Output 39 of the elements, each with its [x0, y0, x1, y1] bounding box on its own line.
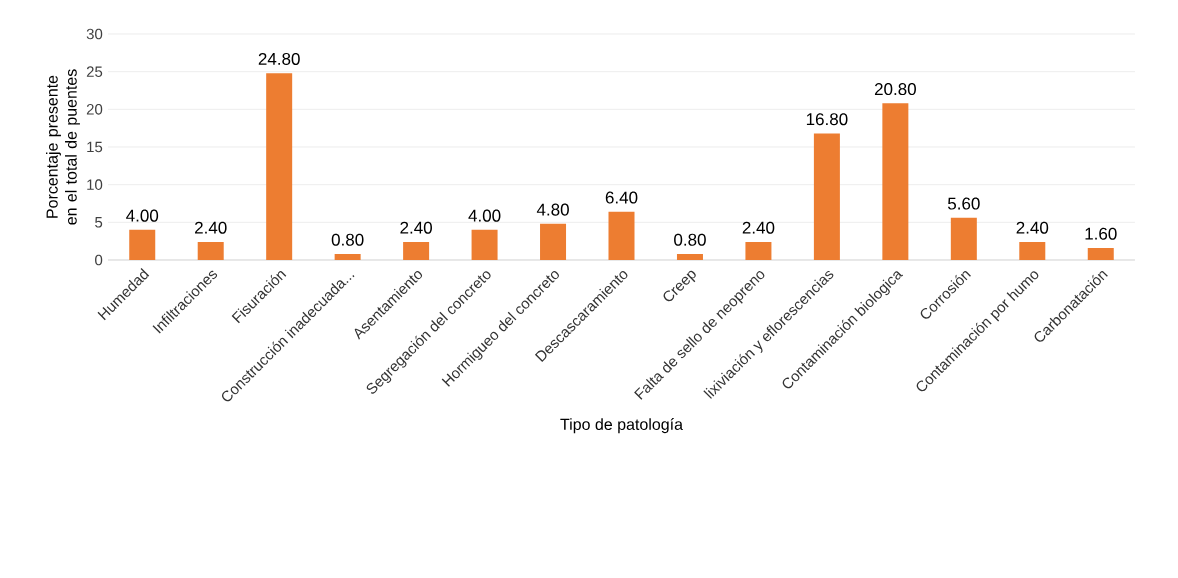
data-label: 20.80 [874, 83, 916, 96]
y-tick-label: 15 [87, 141, 103, 153]
data-label: 4.00 [126, 209, 159, 222]
y-tick-label: 5 [95, 217, 103, 228]
data-label: 0.80 [674, 233, 706, 246]
bar [676, 253, 703, 260]
bar [813, 133, 840, 260]
y-tick-label: 10 [87, 179, 103, 190]
data-label: 5.60 [947, 197, 980, 210]
y-tick-label: 25 [86, 66, 103, 77]
bar [608, 211, 635, 260]
x-axis-title: Tipo de patología [560, 418, 683, 434]
data-label: 2.40 [400, 221, 432, 234]
bar [1019, 241, 1046, 260]
bar [266, 73, 293, 260]
data-label: 4.00 [468, 209, 501, 222]
data-label: 0.80 [331, 233, 364, 246]
bar [745, 241, 772, 260]
y-tick-label: 20 [86, 104, 103, 115]
bar [403, 241, 430, 260]
bar [334, 253, 361, 260]
y-axis-title: Porcentaje presente en el total de puentes [46, 69, 80, 225]
data-label: 16.80 [806, 113, 848, 126]
bar [540, 223, 567, 260]
data-label: 6.40 [605, 191, 638, 204]
data-label: 24.80 [258, 52, 300, 65]
data-label: 2.40 [1016, 221, 1049, 234]
data-label: 4.80 [536, 203, 569, 216]
data-label: 2.40 [742, 221, 775, 234]
bar [471, 229, 498, 260]
y-tick-label: 0 [95, 254, 103, 266]
bar [197, 241, 224, 260]
bar [129, 229, 156, 260]
data-label: 1.60 [1085, 227, 1117, 240]
bar [882, 103, 909, 260]
data-label: 2.40 [195, 221, 227, 234]
bar [1087, 247, 1114, 260]
y-tick-label: 30 [86, 28, 103, 40]
bar [950, 217, 977, 260]
